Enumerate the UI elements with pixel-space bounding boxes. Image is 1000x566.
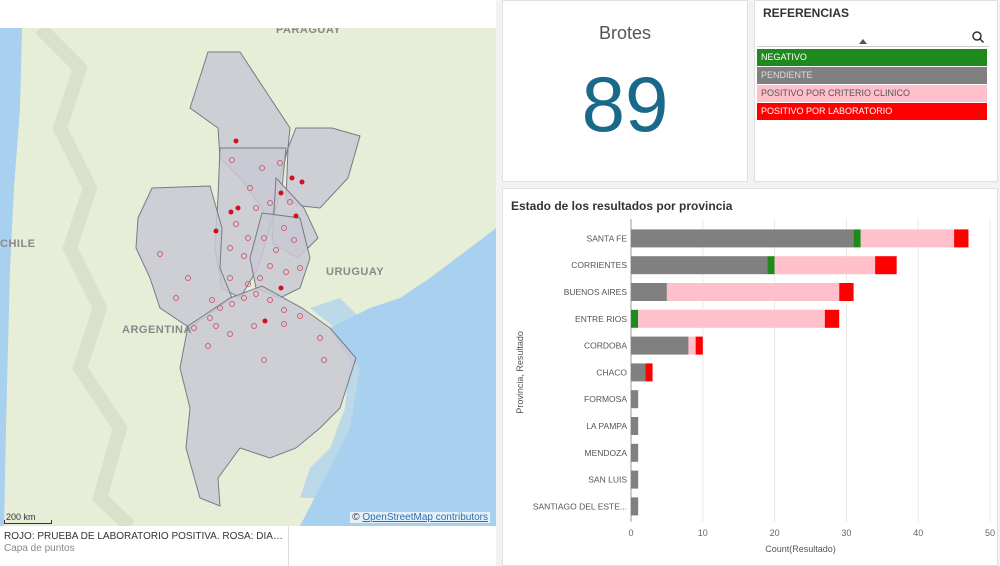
map-toolbar: [0, 0, 496, 28]
bar-segment[interactable]: [839, 283, 854, 301]
legend-title: ROJO: PRUEBA DE LABORATORIO POSITIVA. RO…: [4, 531, 284, 542]
map-point[interactable]: [293, 213, 299, 219]
label-chile: CHILE: [0, 238, 36, 250]
provinces: [135, 51, 361, 507]
x-tick-label: 50: [985, 528, 995, 538]
map-points-clinical: [157, 157, 327, 363]
province-entre-rios[interactable]: [249, 212, 311, 299]
map-panel: PARAGUAY CHILE URUGUAY ARGENTINA 200 km …: [0, 0, 496, 566]
chart-title: Estado de los resultados por provincia: [511, 199, 733, 213]
map-attribution: © OpenStreetMap contributors: [350, 512, 490, 523]
x-tick-label: 40: [913, 528, 923, 538]
map-point[interactable]: [278, 285, 284, 291]
pacific-ocean: [0, 28, 22, 526]
bar-segment[interactable]: [631, 229, 854, 248]
bar-segment[interactable]: [774, 256, 876, 275]
map-svg: [0, 28, 496, 526]
bar-segment[interactable]: [631, 283, 667, 301]
bar-segment[interactable]: [631, 443, 639, 462]
map-point[interactable]: [262, 318, 268, 324]
map-point[interactable]: [213, 228, 219, 234]
kpi-title: Brotes: [598, 23, 652, 43]
bar-segment[interactable]: [631, 336, 689, 355]
bar-segment[interactable]: [824, 309, 840, 328]
x-axis-label: Count(Resultado): [765, 544, 836, 554]
x-tick-label: 20: [770, 528, 780, 538]
province-misiones[interactable]: [285, 127, 361, 209]
scale-bar: [4, 520, 52, 524]
bar-segment[interactable]: [638, 309, 825, 328]
category-label: ENTRE RIOS: [575, 314, 627, 324]
category-label: BUENOS AIRES: [564, 287, 628, 297]
map-point[interactable]: [299, 179, 305, 185]
kpi-value: 89: [581, 60, 669, 148]
ref-item-positivo-clinico[interactable]: POSITIVO POR CRITERIO CLINICO: [757, 85, 987, 102]
category-label: CORRIENTES: [571, 260, 627, 270]
y-axis-label: Provincia, Resultado: [515, 331, 525, 414]
bar-segment[interactable]: [688, 336, 696, 355]
bar-segment[interactable]: [666, 283, 840, 301]
bar-segment[interactable]: [631, 390, 639, 409]
map-canvas[interactable]: PARAGUAY CHILE URUGUAY ARGENTINA 200 km …: [0, 28, 496, 526]
map-points: [213, 138, 305, 324]
category-label: SANTA FE: [587, 233, 628, 243]
kpi-panel[interactable]: Brotes 89: [502, 0, 748, 182]
bar-segment[interactable]: [631, 309, 639, 328]
category-label: LA PAMPA: [586, 421, 627, 431]
category-label: SANTIAGO DEL ESTE...: [533, 501, 627, 511]
ref-item-negativo[interactable]: NEGATIVO: [757, 49, 987, 66]
bar-segment[interactable]: [954, 229, 969, 248]
bar-segment[interactable]: [853, 229, 861, 248]
map-legend: ROJO: PRUEBA DE LABORATORIO POSITIVA. RO…: [0, 526, 289, 566]
category-label: CORDOBA: [584, 341, 627, 351]
search-icon[interactable]: [971, 30, 985, 44]
label-uruguay: URUGUAY: [326, 266, 385, 278]
bar-segment[interactable]: [631, 417, 639, 435]
bar-segment[interactable]: [767, 256, 775, 275]
ref-item-pendiente[interactable]: PENDIENTE: [757, 67, 987, 84]
bar-segment[interactable]: [631, 470, 639, 489]
bar-segment[interactable]: [645, 363, 653, 382]
chart-panel: Estado de los resultados por provincia 0…: [502, 188, 998, 566]
category-label: SAN LUIS: [588, 475, 627, 485]
scale-label: 200 km: [6, 512, 36, 522]
map-point[interactable]: [278, 190, 284, 196]
bar-chart[interactable]: 0 10 20 30 40 50 SANTA FE CORRIENTES BUENOS AIRE…: [503, 189, 999, 566]
map-point[interactable]: [289, 175, 295, 181]
bar-segment[interactable]: [631, 256, 768, 275]
referencias-search-bar[interactable]: [757, 29, 989, 47]
map-point[interactable]: [235, 205, 241, 211]
bar-segment[interactable]: [875, 256, 897, 275]
label-argentina: ARGENTINA: [122, 324, 192, 336]
referencias-title: REFERENCIAS: [763, 6, 850, 20]
referencias-panel: REFERENCIAS NEGATIVO PENDIENTE POSITIVO …: [754, 0, 998, 182]
rio-de-la-plata: [300, 298, 380, 498]
x-tick-label: 30: [841, 528, 851, 538]
category-label: MENDOZA: [585, 448, 628, 458]
bar-segment[interactable]: [631, 363, 646, 382]
andes-relief: [35, 28, 135, 526]
label-paraguay: PARAGUAY: [276, 28, 342, 36]
ref-item-positivo-laboratorio[interactable]: POSITIVO POR LABORATORIO: [757, 103, 987, 120]
x-tick-label: 0: [628, 528, 633, 538]
bar-segment[interactable]: [695, 336, 703, 355]
bar-segment[interactable]: [631, 497, 639, 516]
map-point[interactable]: [233, 138, 239, 144]
legend-subtitle: Capa de puntos: [4, 543, 75, 554]
map-point[interactable]: [228, 209, 234, 215]
x-tick-label: 10: [698, 528, 708, 538]
bar-segment[interactable]: [860, 229, 955, 248]
attribution-link[interactable]: OpenStreetMap contributors: [362, 512, 488, 523]
category-label: FORMOSA: [584, 394, 627, 404]
province-buenos-aires[interactable]: [179, 285, 357, 507]
attribution-prefix: ©: [352, 512, 360, 523]
sort-caret-icon[interactable]: [859, 39, 867, 44]
category-label: CHACO: [596, 367, 627, 377]
